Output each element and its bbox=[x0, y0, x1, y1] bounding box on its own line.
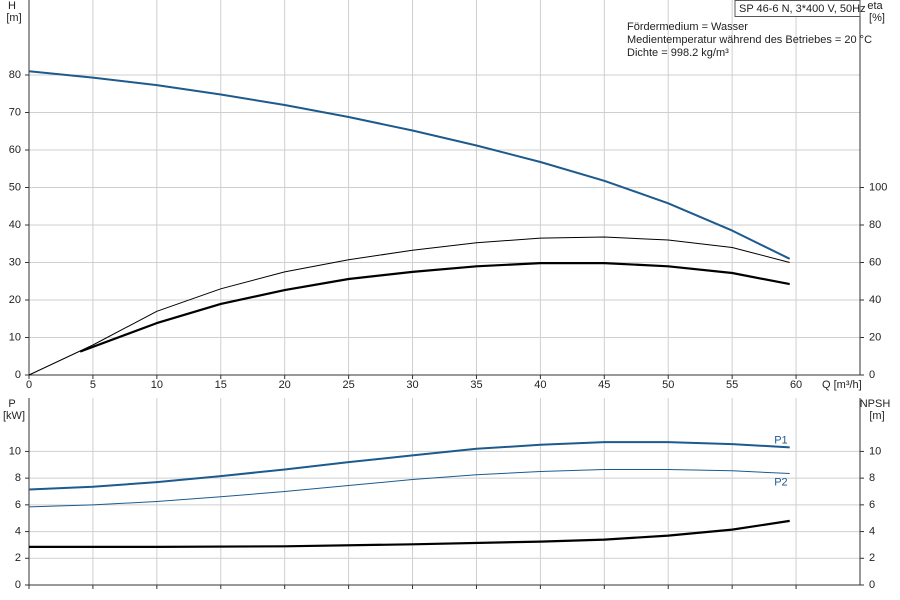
y-tick-label: 0 bbox=[15, 579, 21, 591]
annotation: Dichte = 998.2 kg/m³ bbox=[627, 47, 729, 59]
x-tick-label: 55 bbox=[726, 379, 738, 391]
y2-tick-label: 80 bbox=[869, 219, 881, 231]
y-tick-label: 8 bbox=[15, 472, 21, 484]
y-tick-label: 10 bbox=[9, 331, 21, 343]
y2-axis-unit: [m] bbox=[869, 410, 884, 422]
curve bbox=[79, 262, 790, 353]
y-tick-label: 6 bbox=[15, 499, 21, 511]
y2-tick-label: 60 bbox=[869, 256, 881, 268]
x-tick-label: 5 bbox=[90, 379, 96, 391]
annotation: Medientemperatur während des Betriebes =… bbox=[627, 34, 872, 46]
y-tick-label: 40 bbox=[9, 219, 21, 231]
y2-tick-label: 20 bbox=[869, 331, 881, 343]
y2-axis-unit: [%] bbox=[869, 12, 885, 24]
y2-tick-label: 40 bbox=[869, 294, 881, 306]
y2-tick-label: 10 bbox=[869, 445, 881, 457]
y2-tick-label: 0 bbox=[869, 579, 875, 591]
series-label: P2 bbox=[774, 476, 787, 488]
series-label: P1 bbox=[774, 434, 787, 446]
curve bbox=[29, 519, 790, 548]
y-axis-unit: [m] bbox=[6, 12, 21, 24]
y2-tick-label: 8 bbox=[869, 472, 875, 484]
curve bbox=[28, 236, 790, 376]
y-tick-label: 70 bbox=[9, 106, 21, 118]
y2-tick-label: 0 bbox=[869, 369, 875, 381]
curve bbox=[28, 70, 791, 260]
y2-axis-label: NPSH bbox=[860, 398, 891, 410]
y-tick-label: 80 bbox=[9, 69, 21, 81]
x-tick-label: 10 bbox=[151, 379, 163, 391]
y-tick-label: 20 bbox=[9, 294, 21, 306]
x-tick-label: 60 bbox=[790, 379, 802, 391]
y-axis-label: P bbox=[8, 398, 15, 410]
x-tick-label: 40 bbox=[534, 379, 546, 391]
y-axis-label: H bbox=[8, 0, 16, 12]
x-tick-label: 0 bbox=[26, 379, 32, 391]
y2-tick-label: 6 bbox=[869, 499, 875, 511]
y2-axis-label: eta bbox=[867, 0, 883, 12]
y-tick-label: 30 bbox=[9, 256, 21, 268]
annotation: Fördermedium = Wasser bbox=[627, 21, 748, 33]
y2-tick-label: 4 bbox=[869, 525, 875, 537]
y2-tick-label: 100 bbox=[869, 181, 887, 193]
curve bbox=[28, 469, 790, 508]
x-tick-label: 30 bbox=[406, 379, 418, 391]
x-tick-label: 20 bbox=[279, 379, 291, 391]
y-axis-unit: [kW] bbox=[3, 410, 25, 422]
x-tick-label: 15 bbox=[215, 379, 227, 391]
y-tick-label: 0 bbox=[15, 369, 21, 381]
curve bbox=[28, 441, 790, 491]
x-tick-label: 35 bbox=[470, 379, 482, 391]
info-box bbox=[734, 0, 861, 17]
y-tick-label: 2 bbox=[15, 552, 21, 564]
y2-tick-label: 2 bbox=[869, 552, 875, 564]
y-tick-label: 60 bbox=[9, 144, 21, 156]
y-tick-label: 50 bbox=[9, 181, 21, 193]
x-tick-label: 25 bbox=[342, 379, 354, 391]
info-box-label: SP 46-6 N, 3*400 V, 50Hz bbox=[739, 3, 866, 15]
x-tick-label: 50 bbox=[662, 379, 674, 391]
x-tick-label: 45 bbox=[598, 379, 610, 391]
x-axis-label: Q [m³/h] bbox=[822, 379, 862, 391]
y-tick-label: 10 bbox=[9, 445, 21, 457]
y-tick-label: 4 bbox=[15, 525, 21, 537]
